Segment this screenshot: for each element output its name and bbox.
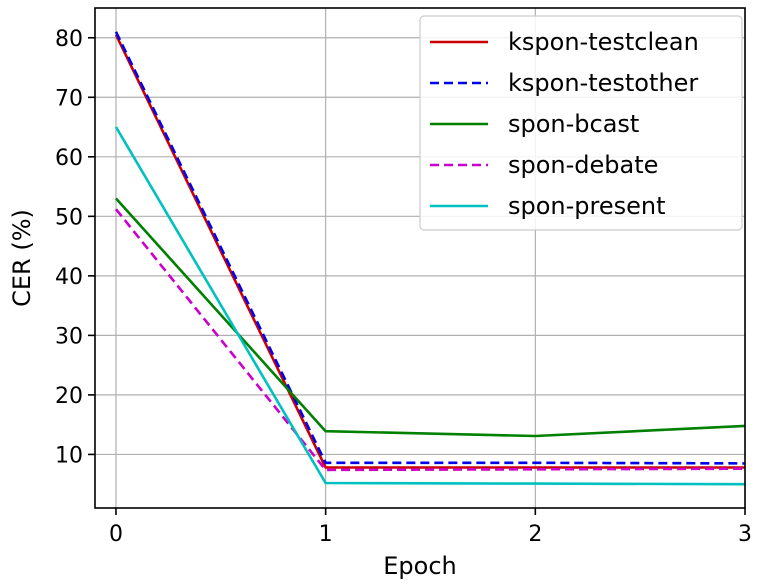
x-tick-label: 0: [109, 522, 123, 547]
y-tick-label: 40: [55, 265, 83, 290]
x-tick-label: 3: [738, 522, 752, 547]
legend-label-kspon-testother: kspon-testother: [508, 69, 698, 97]
y-tick-label: 80: [55, 27, 83, 52]
series-line-spon-present: [114, 126, 746, 486]
y-tick-label: 30: [55, 324, 83, 349]
legend-items: kspon-testclean kspon-testother spon-bcast…: [430, 28, 699, 220]
y-axis-title: CER (%): [8, 209, 36, 307]
legend-label-spon-bcast: spon-bcast: [508, 110, 639, 138]
x-tick-label: 1: [319, 522, 333, 547]
series-line-spon-bcast: [115, 197, 746, 438]
y-tick-label: 60: [55, 146, 83, 171]
series-layer: [114, 31, 746, 486]
y-tick-label: 70: [55, 86, 83, 111]
y-tick-label: 10: [55, 443, 83, 468]
legend-box: [419, 15, 743, 231]
y-tick-label: 50: [55, 205, 83, 230]
x-axis-title: Epoch: [383, 552, 457, 580]
legend-label-spon-present: spon-present: [508, 192, 666, 220]
ticks-layer: 0 1 2 3 10 20 30 40 50 60 70 80: [55, 27, 752, 547]
series-line-kspon-testclean: [114, 34, 745, 469]
legend-label-spon-debate: spon-debate: [508, 151, 658, 179]
x-tick-label: 2: [528, 522, 542, 547]
series-line-spon-debate: [114, 208, 746, 472]
y-tick-label: 20: [55, 384, 83, 409]
legend-label-kspon-testclean: kspon-testclean: [508, 28, 699, 56]
legend: kspon-testclean kspon-testother spon-bcast…: [419, 15, 743, 231]
plot-frame: [94, 7, 746, 509]
series-line-kspon-testother: [114, 31, 746, 465]
